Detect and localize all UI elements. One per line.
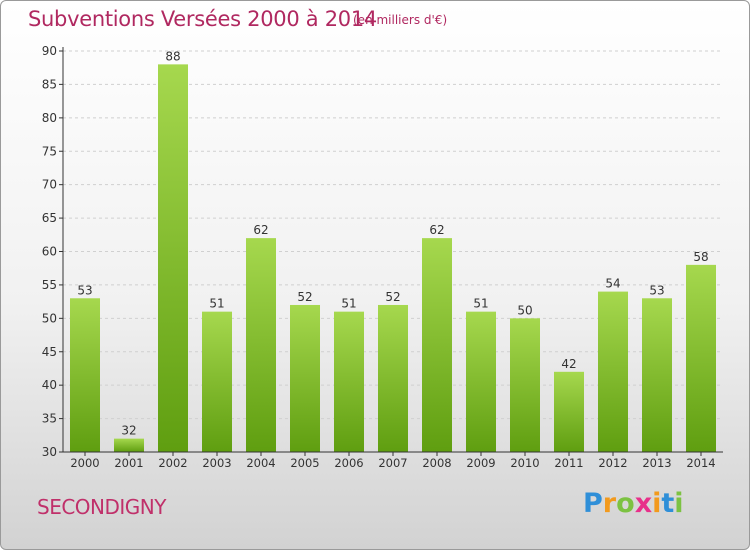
data-label: 88 (165, 49, 180, 63)
y-tick-label: 35 (42, 412, 57, 426)
data-label: 51 (341, 297, 356, 311)
x-tick-label: 2007 (378, 456, 407, 470)
y-tick-label: 55 (42, 278, 57, 292)
x-tick-label: 2005 (290, 456, 319, 470)
data-label: 42 (561, 357, 576, 371)
data-label: 54 (605, 277, 620, 291)
x-tick-label: 2008 (422, 456, 451, 470)
x-tick-label: 2010 (510, 456, 539, 470)
commune-name: SECONDIGNY (37, 495, 166, 519)
x-tick-label: 2014 (686, 456, 715, 470)
y-tick-label: 40 (42, 378, 57, 392)
bar (422, 238, 452, 452)
y-tick-label: 65 (42, 211, 57, 225)
chart-title: Subventions Versées 2000 à 2014 (28, 7, 377, 31)
bar (378, 304, 408, 452)
data-label: 58 (693, 250, 708, 264)
bar (114, 438, 144, 452)
x-tick-label: 2001 (114, 456, 143, 470)
x-tick-label: 2011 (554, 456, 583, 470)
bar (510, 318, 540, 452)
y-tick-label: 75 (42, 144, 57, 158)
bar (466, 311, 496, 452)
bar (246, 238, 276, 452)
bar (642, 298, 672, 452)
bar (334, 311, 364, 452)
y-tick-label: 60 (42, 245, 57, 259)
bar (202, 311, 232, 452)
data-label: 52 (385, 290, 400, 304)
data-label: 51 (473, 297, 488, 311)
logo-letter: i (652, 488, 662, 519)
data-label: 53 (77, 283, 92, 297)
data-label: 32 (121, 424, 136, 438)
data-label: 52 (297, 290, 312, 304)
bar (598, 291, 628, 452)
chart-subtitle: (en milliers d'€) (353, 13, 448, 27)
bar (70, 298, 100, 452)
y-tick-label: 85 (42, 77, 57, 91)
bar (290, 304, 320, 452)
logo-letter: o (616, 488, 635, 519)
y-tick-label: 45 (42, 345, 57, 359)
x-tick-label: 2004 (246, 456, 275, 470)
bar (686, 264, 716, 452)
data-label: 53 (649, 283, 664, 297)
bar (554, 371, 584, 452)
x-tick-label: 2006 (334, 456, 363, 470)
data-label: 51 (209, 297, 224, 311)
proxiti-logo: Proxiti (583, 488, 684, 519)
y-tick-label: 30 (42, 445, 57, 459)
y-tick-label: 70 (42, 178, 57, 192)
x-tick-label: 2012 (598, 456, 627, 470)
logo-letter: P (583, 488, 603, 519)
y-tick-label: 50 (42, 311, 57, 325)
data-label: 62 (429, 223, 444, 237)
x-tick-label: 2003 (202, 456, 231, 470)
logo-letter: t (661, 488, 675, 519)
data-label: 50 (517, 303, 532, 317)
y-tick-label: 80 (42, 111, 57, 125)
x-tick-label: 2009 (466, 456, 495, 470)
data-label: 62 (253, 223, 268, 237)
logo-letter: r (602, 488, 617, 519)
logo-letter: x (634, 488, 653, 519)
x-tick-label: 2013 (642, 456, 671, 470)
bar (158, 64, 188, 452)
x-tick-label: 2000 (70, 456, 99, 470)
logo-letter: i (674, 488, 684, 519)
y-tick-label: 90 (42, 44, 57, 58)
x-tick-label: 2002 (158, 456, 187, 470)
